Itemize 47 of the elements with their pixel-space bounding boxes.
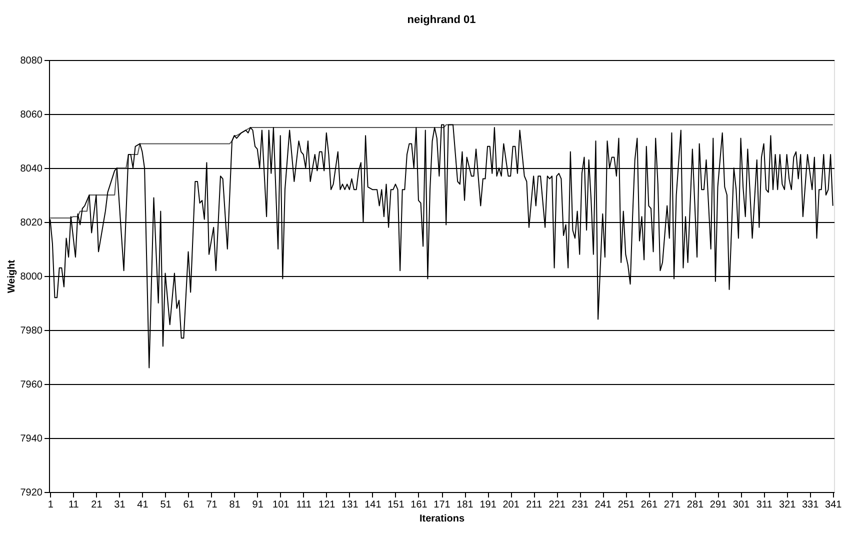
- x-tick-label: 321: [778, 500, 796, 510]
- y-tick-label: 7920: [20, 488, 43, 498]
- x-tick-label: 141: [364, 500, 382, 510]
- x-tick-label: 111: [296, 500, 312, 510]
- x-tick-label: 121: [318, 500, 336, 510]
- x-tick-label: 71: [206, 500, 218, 510]
- x-tick-label: 201: [502, 500, 520, 510]
- y-axis-title: Weight: [6, 259, 18, 294]
- x-tick-label: 1: [48, 500, 54, 510]
- x-tick-label: 101: [272, 500, 290, 510]
- x-tick-label: 131: [342, 500, 359, 510]
- x-tick-label: 291: [710, 500, 728, 510]
- y-tick-label: 8040: [20, 164, 43, 174]
- x-tick-label: 311: [756, 500, 773, 510]
- y-tick-label: 8080: [20, 56, 43, 66]
- x-tick-label: 251: [618, 500, 635, 510]
- y-tick-label: 7960: [20, 380, 43, 390]
- x-tick-label: 11: [68, 500, 80, 510]
- x-tick-label: 281: [686, 500, 704, 510]
- x-tick-label: 301: [732, 500, 750, 510]
- x-tick-label: 331: [802, 500, 820, 510]
- y-tick-label: 8020: [20, 218, 43, 228]
- x-tick-label: 31: [114, 500, 126, 510]
- x-tick-label: 271: [664, 500, 681, 510]
- y-tick-label: 7940: [20, 434, 43, 444]
- y-tick-label: 8060: [20, 110, 43, 120]
- x-tick-label: 21: [91, 500, 103, 510]
- x-tick-label: 191: [480, 500, 497, 510]
- x-tick-label: 241: [594, 500, 612, 510]
- y-tick-label: 7980: [20, 326, 43, 336]
- x-tick-label: 171: [434, 500, 451, 510]
- x-tick-label: 151: [388, 500, 405, 510]
- x-tick-label: 261: [640, 500, 658, 510]
- x-tick-label: 81: [229, 500, 241, 510]
- x-tick-label: 161: [410, 500, 428, 510]
- x-tick-label: 181: [456, 500, 474, 510]
- x-tick-label: 211: [526, 500, 542, 510]
- x-tick-label: 41: [137, 500, 149, 510]
- x-tick-label: 61: [183, 500, 195, 510]
- x-tick-label: 341: [825, 500, 842, 510]
- x-axis-title: Iterations: [419, 514, 465, 524]
- x-tick-label: 91: [252, 500, 264, 510]
- x-tick-label: 51: [160, 500, 172, 510]
- chart-title: neighrand 01: [407, 14, 476, 26]
- x-tick-label: 231: [572, 500, 589, 510]
- y-tick-label: 8000: [20, 272, 43, 282]
- x-tick-label: 221: [548, 500, 566, 510]
